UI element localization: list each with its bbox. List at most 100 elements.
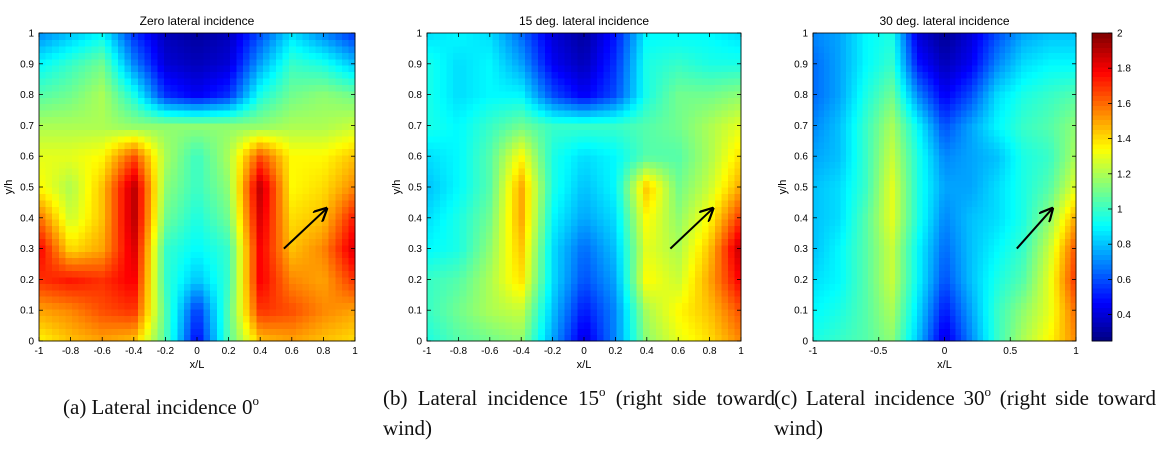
heatmap-cell bbox=[459, 161, 467, 169]
heatmap-cell bbox=[570, 238, 579, 246]
heatmap-cell bbox=[190, 110, 198, 118]
heatmap-cell bbox=[118, 129, 126, 137]
heatmap-cell bbox=[616, 251, 624, 259]
heatmap-cell bbox=[629, 84, 637, 92]
heatmap-cell bbox=[427, 270, 435, 278]
heatmap-cell bbox=[322, 328, 330, 336]
heatmap-cell bbox=[440, 103, 448, 111]
heatmap-cell bbox=[669, 58, 677, 66]
heatmap-cell bbox=[295, 142, 303, 150]
heatmap-cell bbox=[708, 110, 716, 118]
heatmap-cell bbox=[440, 206, 448, 214]
heatmap-cell bbox=[721, 328, 729, 336]
heatmap-cell bbox=[823, 45, 831, 53]
heatmap-cell bbox=[597, 199, 605, 207]
heatmap-cell bbox=[642, 308, 651, 316]
heatmap-cell bbox=[669, 148, 677, 156]
heatmap-cell bbox=[203, 110, 211, 118]
heatmap-cell bbox=[551, 238, 559, 246]
heatmap-cell bbox=[662, 180, 670, 188]
heatmap-cell bbox=[183, 219, 192, 227]
heatmap-cell bbox=[512, 45, 520, 53]
heatmap-cell bbox=[623, 187, 631, 195]
heatmap-cell bbox=[203, 315, 211, 323]
heatmap-cell bbox=[466, 334, 474, 342]
heatmap-cell bbox=[512, 238, 520, 246]
heatmap-cell bbox=[335, 257, 343, 265]
heatmap-cell bbox=[590, 58, 598, 66]
heatmap-cell bbox=[649, 270, 657, 278]
heatmap-cell bbox=[544, 289, 552, 297]
heatmap-cell bbox=[714, 174, 722, 182]
heatmap-cell bbox=[682, 212, 690, 220]
heatmap-cell bbox=[85, 135, 93, 143]
heatmap-cell bbox=[315, 270, 323, 278]
heatmap-cell bbox=[328, 142, 336, 150]
heatmap-cell bbox=[721, 33, 729, 41]
heatmap-cell bbox=[682, 174, 690, 182]
heatmap-cell bbox=[564, 33, 572, 41]
heatmap-cell bbox=[341, 283, 350, 291]
heatmap-cell bbox=[104, 219, 113, 227]
heatmap-cell bbox=[590, 244, 598, 252]
heatmap-cell bbox=[525, 296, 533, 304]
heatmap-cell bbox=[525, 315, 533, 323]
heatmap-cell bbox=[544, 71, 552, 79]
heatmap-cell bbox=[727, 328, 736, 336]
heatmap-cell bbox=[446, 328, 454, 336]
heatmap-cell bbox=[675, 225, 683, 233]
heatmap-cell bbox=[78, 251, 86, 259]
heatmap-cell bbox=[197, 167, 205, 175]
heatmap-cell bbox=[302, 270, 310, 278]
heatmap-cell bbox=[170, 296, 178, 304]
heatmap-cell bbox=[39, 116, 47, 124]
heatmap-cell bbox=[675, 90, 683, 98]
heatmap-cell bbox=[328, 219, 336, 227]
heatmap-cell bbox=[289, 122, 297, 130]
heatmap-cell bbox=[570, 148, 579, 156]
heatmap-cell bbox=[727, 264, 736, 272]
heatmap-cell bbox=[262, 142, 271, 150]
heatmap-cell bbox=[584, 296, 592, 304]
heatmap-cell bbox=[597, 238, 605, 246]
heatmap-cell bbox=[727, 142, 736, 150]
heatmap-cell bbox=[813, 251, 820, 259]
heatmap-cell bbox=[688, 296, 696, 304]
heatmap-cell bbox=[518, 39, 526, 47]
heatmap-cell bbox=[118, 122, 126, 130]
heatmap-cell bbox=[289, 97, 297, 105]
heatmap-cell bbox=[829, 103, 836, 111]
heatmap-cell bbox=[590, 187, 598, 195]
heatmap-cell bbox=[256, 161, 264, 169]
heatmap-cell bbox=[295, 167, 303, 175]
heatmap-cell bbox=[682, 110, 690, 118]
heatmap-cell bbox=[210, 321, 218, 329]
heatmap-cell bbox=[276, 302, 284, 310]
heatmap-cell bbox=[157, 251, 165, 259]
heatmap-cell bbox=[118, 296, 126, 304]
heatmap-cell bbox=[229, 122, 238, 130]
heatmap-cell bbox=[570, 90, 579, 98]
heatmap-cell bbox=[616, 71, 624, 79]
heatmap-cell bbox=[662, 97, 670, 105]
heatmap-cell bbox=[603, 122, 611, 130]
heatmap-cell bbox=[262, 302, 271, 310]
heatmap-cell bbox=[223, 225, 231, 233]
heatmap-cell bbox=[708, 257, 716, 265]
heatmap-cell bbox=[485, 122, 494, 130]
heatmap-cell bbox=[256, 142, 264, 150]
heatmap-cell bbox=[557, 77, 565, 85]
heatmap-cell bbox=[58, 167, 66, 175]
heatmap-cell bbox=[335, 39, 343, 47]
heatmap-cell bbox=[492, 264, 500, 272]
heatmap-cell bbox=[708, 212, 716, 220]
heatmap-cell bbox=[485, 302, 494, 310]
heatmap-cell bbox=[829, 231, 836, 239]
heatmap-cell bbox=[170, 142, 178, 150]
heatmap-cell bbox=[472, 334, 480, 342]
heatmap-cell bbox=[236, 180, 244, 188]
heatmap-cell bbox=[655, 231, 664, 239]
heatmap-cell bbox=[649, 161, 657, 169]
heatmap-cell bbox=[164, 315, 172, 323]
heatmap-cell bbox=[302, 154, 310, 162]
